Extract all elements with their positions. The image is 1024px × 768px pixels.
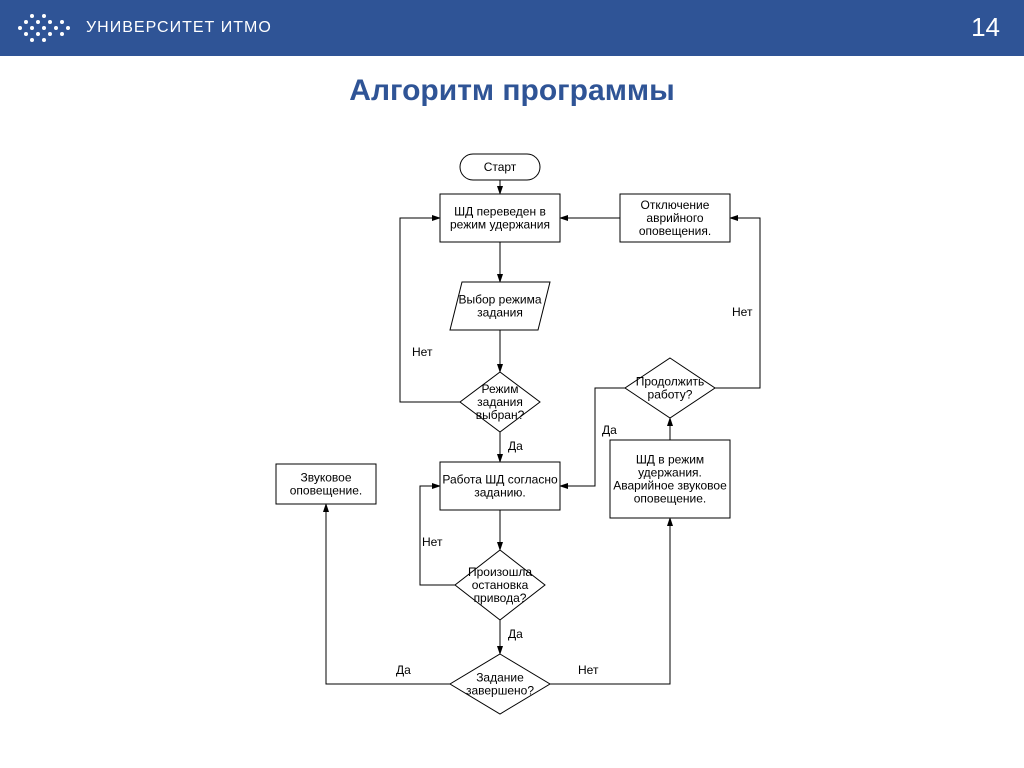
header-bar: УНИВЕРСИТЕТ ИТМО 14	[0, 0, 1024, 56]
svg-text:Да: Да	[508, 439, 523, 453]
logo-icon	[14, 10, 74, 46]
page-number: 14	[971, 12, 1000, 43]
svg-text:Режимзаданиявыбран?: Режимзаданиявыбран?	[476, 382, 525, 422]
svg-text:Старт: Старт	[484, 160, 517, 174]
svg-text:Нет: Нет	[732, 305, 753, 319]
page-title: Алгоритм программы	[0, 74, 1024, 108]
svg-text:Звуковоеоповещение.: Звуковоеоповещение.	[290, 471, 363, 498]
svg-text:Нет: Нет	[412, 345, 433, 359]
svg-text:Да: Да	[602, 423, 617, 437]
svg-text:Нет: Нет	[578, 663, 599, 677]
svg-text:ШД переведен врежим удержания: ШД переведен врежим удержания	[450, 205, 550, 232]
logo: УНИВЕРСИТЕТ ИТМО	[14, 10, 272, 46]
org-name: УНИВЕРСИТЕТ ИТМО	[86, 19, 272, 37]
svg-text:Нет: Нет	[422, 535, 443, 549]
flowchart-svg: СтартШД переведен врежим удержанияВыбор …	[0, 114, 1024, 754]
flowchart-canvas: СтартШД переведен врежим удержанияВыбор …	[0, 114, 1024, 768]
svg-text:Да: Да	[508, 627, 523, 641]
svg-text:Произошлаостановкапривода?: Произошлаостановкапривода?	[468, 565, 532, 605]
svg-text:Да: Да	[396, 663, 411, 677]
svg-text:Отключениеаврийногооповещения.: Отключениеаврийногооповещения.	[639, 198, 711, 238]
